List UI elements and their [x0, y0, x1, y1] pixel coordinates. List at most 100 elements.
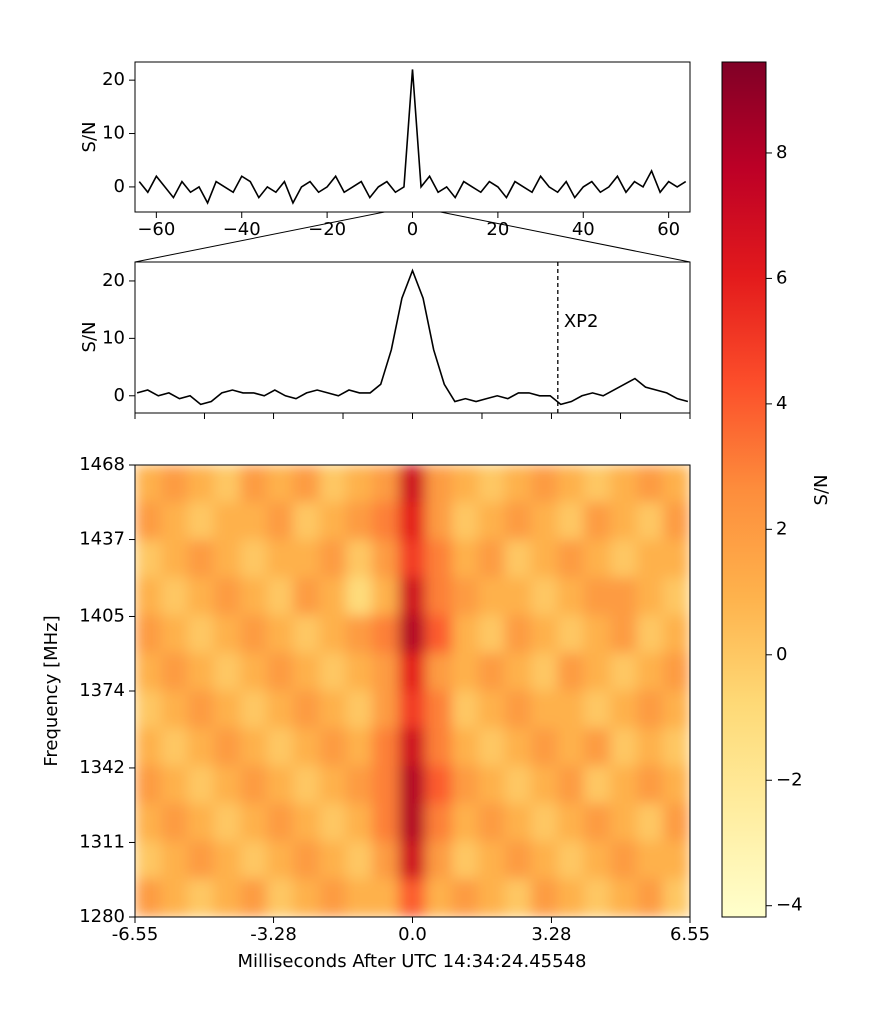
- heatmap-cell: [266, 803, 295, 843]
- heatmap-cell: [372, 615, 400, 654]
- heatmap-cell: [372, 539, 400, 579]
- heatmap-cell: [583, 539, 612, 579]
- heatmap-cell: [398, 690, 427, 730]
- heatmap-cell: [266, 841, 295, 880]
- heatmap-cell: [557, 652, 585, 692]
- heatmap-cell: [663, 502, 690, 541]
- heatmap-cell: [345, 841, 374, 880]
- heatmap-cell: [425, 728, 453, 767]
- heatmap-cell: [478, 803, 506, 843]
- heatmap-cell: [663, 728, 690, 767]
- heatmap-cell: [557, 502, 585, 541]
- heatmap-cell: [557, 841, 585, 880]
- heatmap-cell: [451, 577, 480, 617]
- heatmap-cell: [425, 652, 453, 692]
- heatmap-cell: [135, 502, 162, 541]
- heatmap-cell: [293, 465, 321, 504]
- heatmap-cell: [160, 652, 189, 692]
- heatmap-cell: [583, 841, 612, 880]
- heatmap-cell: [530, 615, 559, 654]
- heatmap-cell: [451, 841, 480, 880]
- heatmap-cell: [425, 465, 453, 504]
- heatmap-cell: [345, 765, 374, 805]
- heatmap-cell: [319, 803, 347, 843]
- heatmap-cell: [610, 878, 638, 917]
- heatmap-cell: [583, 765, 612, 805]
- heatmap-cell: [135, 728, 162, 767]
- heatmap-cell: [398, 539, 427, 579]
- heatmap-cell: [372, 803, 400, 843]
- heatmap-cell: [187, 502, 215, 541]
- heatmap-cell: [187, 615, 215, 654]
- heatmap-cell: [135, 690, 162, 730]
- heatmap-cell: [478, 465, 506, 504]
- heatmap-cell: [478, 652, 506, 692]
- heatmap-cell: [425, 841, 453, 880]
- heatmap-cell: [266, 539, 295, 579]
- heatmap-cell: [636, 652, 665, 692]
- heatmap-cell: [636, 728, 665, 767]
- heatmap-cell: [504, 615, 532, 654]
- heatmap-cell: [319, 841, 347, 880]
- heatmap-cell: [663, 803, 690, 843]
- colorbar: [721, 61, 767, 918]
- heatmap-cell: [213, 841, 242, 880]
- heatmap-cell: [372, 878, 400, 917]
- heatmap-cell: [557, 878, 585, 917]
- heatmap-cell: [372, 728, 400, 767]
- heatmap-cell: [135, 803, 162, 843]
- heatmap-cell: [266, 615, 295, 654]
- heatmap-cell: [663, 652, 690, 692]
- heatmap-cell: [663, 577, 690, 617]
- heatmap-cell: [266, 765, 295, 805]
- heatmap-cell: [345, 465, 374, 504]
- heatmap-cell: [530, 841, 559, 880]
- x-tick-label: −20: [308, 219, 346, 240]
- heatmap-cell: [240, 728, 268, 767]
- heatmap-cell: [583, 615, 612, 654]
- y-tick-label: 1374: [79, 680, 125, 701]
- heatmap-cell: [160, 878, 189, 917]
- heatmap-cell: [240, 577, 268, 617]
- heatmap-cell: [319, 615, 347, 654]
- heatmap-cell: [530, 539, 559, 579]
- annotation-label: XP2: [564, 311, 599, 332]
- x-tick-label: 40: [572, 219, 595, 240]
- heatmap-cell: [557, 577, 585, 617]
- y-tick-label: 10: [102, 327, 125, 348]
- heatmap-cell: [663, 465, 690, 504]
- heatmap-cell: [160, 690, 189, 730]
- heatmap-cell: [240, 615, 268, 654]
- heatmap-cell: [504, 803, 532, 843]
- colorbar-tick-label: −4: [776, 895, 803, 916]
- heatmap-cell: [293, 690, 321, 730]
- heatmap-cell: [636, 465, 665, 504]
- heatmap-cell: [319, 690, 347, 730]
- y-tick-label: 1280: [79, 906, 125, 927]
- heatmap-cell: [187, 841, 215, 880]
- heatmap-cell: [663, 765, 690, 805]
- heatmap-cell: [319, 652, 347, 692]
- heatmap-cell: [345, 690, 374, 730]
- heatmap-cell: [451, 465, 480, 504]
- heatmap-cell: [636, 765, 665, 805]
- heatmap-cell: [240, 765, 268, 805]
- y-tick-label: 20: [102, 270, 125, 291]
- heatmap-cells: [135, 465, 690, 917]
- heatmap-cell: [213, 765, 242, 805]
- heatmap-cell: [636, 878, 665, 917]
- heatmap-cell: [240, 878, 268, 917]
- heatmap-cell: [319, 502, 347, 541]
- x-tick-label: -6.55: [112, 924, 159, 945]
- heatmap-cell: [663, 539, 690, 579]
- heatmap-cell: [135, 878, 162, 917]
- heatmap-cell: [187, 878, 215, 917]
- heatmap-cell: [372, 690, 400, 730]
- heatmap-cell: [240, 502, 268, 541]
- x-tick-label: 0.0: [398, 924, 427, 945]
- heatmap-cell: [583, 803, 612, 843]
- heatmap-cell: [187, 690, 215, 730]
- x-tick-label: −60: [137, 219, 175, 240]
- heatmap-cell: [583, 652, 612, 692]
- axes-frame: [134, 61, 691, 213]
